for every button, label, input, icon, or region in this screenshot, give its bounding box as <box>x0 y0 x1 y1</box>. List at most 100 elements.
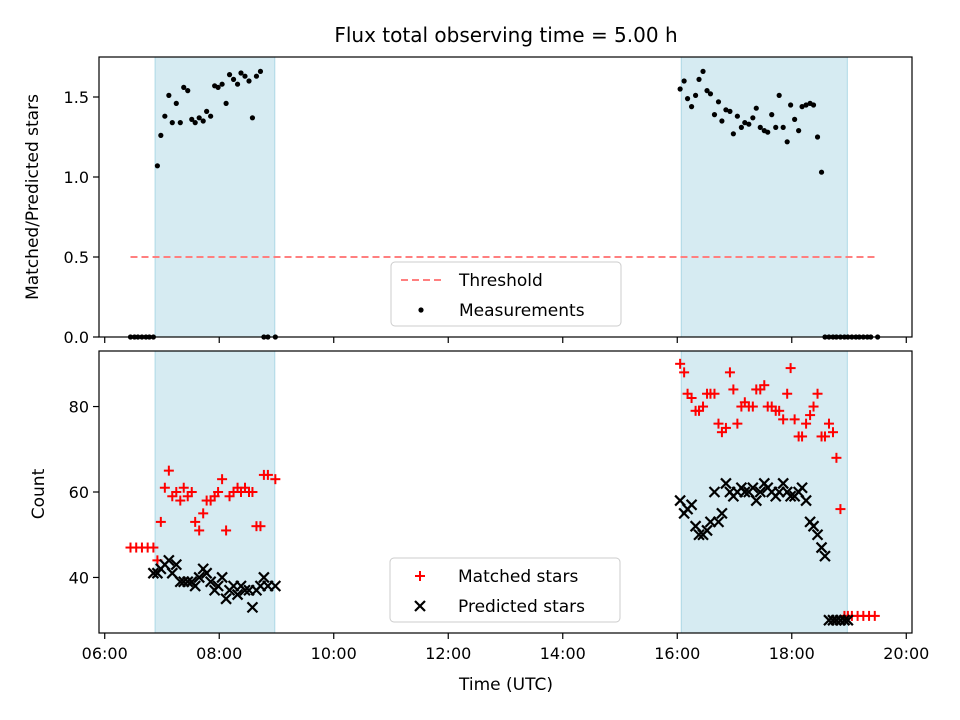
predicted-star-point <box>712 516 725 528</box>
measurement-point <box>173 100 179 106</box>
x-tick-label: 08:00 <box>196 644 242 663</box>
matched-star-point <box>831 452 842 463</box>
matched-star-point <box>747 401 758 412</box>
predicted-star-point <box>212 580 224 592</box>
matched-star-point <box>759 380 770 391</box>
predicted-star-point <box>720 477 732 490</box>
matched-star-point <box>270 474 281 485</box>
measurement-point <box>788 102 794 108</box>
legend-box <box>389 557 621 623</box>
predicted-star-point <box>181 575 194 588</box>
predicted-star-point <box>747 481 759 494</box>
legend-measurement-swatch <box>418 307 424 313</box>
matched-star-point <box>709 388 720 399</box>
predicted-star-point <box>796 481 808 494</box>
measurement-point <box>773 124 779 130</box>
measurement-point <box>730 131 736 137</box>
measurement-point <box>242 73 248 79</box>
measurement-point <box>219 81 225 87</box>
matched-star-point <box>728 384 739 395</box>
predicted-star-point <box>239 584 251 597</box>
x-tick-label: 18:00 <box>769 644 815 663</box>
x-tick-label: 12:00 <box>425 644 471 663</box>
measurement-point <box>715 99 722 105</box>
x-tick-label: 10:00 <box>311 644 357 663</box>
observing-window-1 <box>680 56 848 338</box>
predicted-star-point <box>838 614 851 626</box>
legend-predicted-swatch <box>414 600 426 612</box>
predicted-star-point <box>811 528 824 541</box>
measurement-point <box>223 100 229 106</box>
measurement-point <box>692 92 699 98</box>
y-tick-label: 80 <box>69 398 89 417</box>
x-axis-label: Time (UTC) <box>458 675 553 695</box>
measurement-point <box>719 118 725 124</box>
matched-star-point <box>175 495 186 506</box>
matched-star-point <box>808 401 819 412</box>
matched-star-point <box>163 465 174 476</box>
predicted-star-point <box>754 486 767 498</box>
matched-star-point <box>262 469 273 480</box>
matched-star-point <box>178 482 189 493</box>
matched-star-point <box>827 427 838 438</box>
measurement-point <box>742 120 748 126</box>
measurement-point <box>185 88 191 94</box>
matched-star-point <box>869 610 880 621</box>
measurement-point <box>158 132 164 138</box>
measurement-point <box>799 104 805 110</box>
measurement-point <box>226 72 233 78</box>
legend: Matched stars Predicted stars <box>389 557 621 623</box>
predicted-star-point <box>246 601 259 614</box>
matched-star-point <box>797 431 808 442</box>
chart-title: Flux total observing time = 5.00 h <box>334 23 677 47</box>
measurement-point <box>776 92 782 98</box>
matched-star-point <box>789 414 800 425</box>
matched-star-point <box>679 367 690 378</box>
matched-star-point <box>778 414 789 425</box>
measurement-point <box>204 108 210 114</box>
measurement-point <box>696 76 702 82</box>
measurement-point <box>746 121 752 127</box>
matched-star-point <box>255 521 266 532</box>
matched-star-point <box>675 358 686 369</box>
predicted-star-point <box>163 554 175 567</box>
measurement-point <box>177 120 183 126</box>
matched-star-point <box>190 516 201 527</box>
measurement-point <box>750 115 756 121</box>
predicted-star-point <box>693 528 705 541</box>
legend-label: Matched stars <box>458 567 578 587</box>
measurement-point <box>257 68 264 74</box>
measurement-point <box>215 84 221 90</box>
y-tick-label: 0.0 <box>64 328 89 347</box>
measurement-point <box>154 163 160 169</box>
measurement-point <box>181 84 187 90</box>
legend-label: Predicted stars <box>458 597 585 617</box>
measurement-point <box>169 120 175 126</box>
matched-star-point <box>785 363 796 374</box>
matched-star-point <box>186 487 197 497</box>
matched-star-point <box>159 482 170 493</box>
matched-star-point <box>686 393 697 403</box>
measurement-point <box>189 116 195 122</box>
matched-star-point <box>724 367 735 378</box>
predicted-star-point <box>231 588 244 601</box>
measurement-point <box>688 104 695 110</box>
measurement-point <box>784 139 790 145</box>
measurement-point <box>792 116 798 122</box>
predicted-star-point <box>784 490 797 503</box>
predicted-star-point <box>189 580 201 592</box>
measurement-point <box>707 91 714 97</box>
top-panel: 0.0 0.5 1.0 1.5 Threshold Measurements <box>64 56 913 347</box>
measurement-point <box>166 92 172 98</box>
predicted-star-point <box>750 494 763 507</box>
matched-star-point <box>155 516 166 527</box>
measurement-point <box>796 128 802 134</box>
matched-star-point <box>805 410 816 421</box>
matched-star-point <box>171 487 182 497</box>
matched-star-point <box>801 418 812 429</box>
matched-star-point <box>213 487 224 497</box>
measurement-point <box>704 88 710 94</box>
matched-star-point <box>835 504 846 515</box>
matched-star-point <box>194 525 205 536</box>
bottom-y-axis-label: Count <box>29 468 49 519</box>
